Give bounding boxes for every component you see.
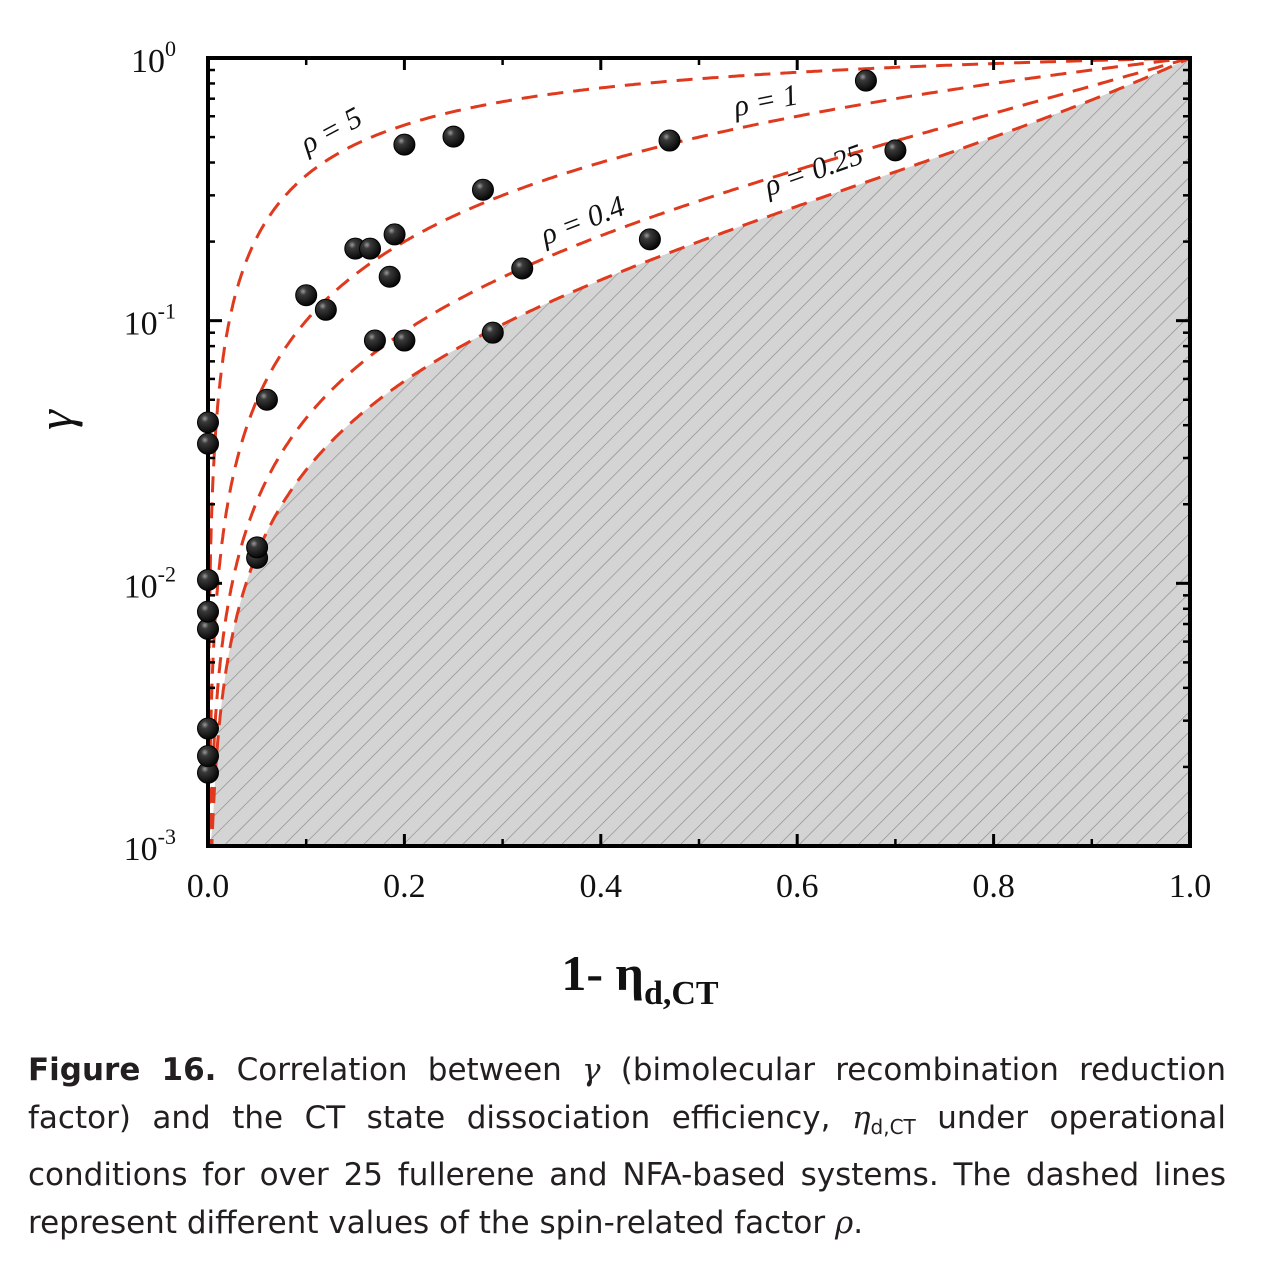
data-point: [393, 329, 416, 352]
data-points: [197, 69, 907, 784]
x-tick-label: 1.0: [1169, 868, 1212, 905]
data-point: [197, 411, 219, 434]
correlation-chart: 0.0 0.2 0.4 0.6 0.8 1.0 100 10-1 10-2 10-3 ρ = 5 ρ…: [27, 36, 1212, 1010]
caption-text-2: (bimolecular recombination reduction fac…: [28, 1052, 1226, 1136]
data-point: [295, 284, 318, 307]
x-tick-label: 0.8: [972, 868, 1015, 905]
y-tick-label: 10-2: [124, 561, 176, 605]
rho-curves: [208, 58, 1190, 846]
data-point: [393, 133, 416, 156]
data-point: [481, 321, 504, 344]
x-tick-label: 0.4: [580, 868, 623, 905]
data-point: [197, 745, 219, 768]
axis-ticks: 0.0 0.2 0.4 0.6 0.8 1.0 100 10-1 10-2 10-3: [124, 36, 1212, 905]
forbidden-region: [208, 58, 1190, 846]
x-tick-label: 0.2: [383, 868, 426, 905]
data-point: [638, 228, 661, 251]
data-point: [197, 600, 219, 623]
y-tick-label: 10-1: [124, 299, 176, 343]
figure-caption: Figure 16. Correlation between γ (bimole…: [28, 1046, 1226, 1247]
y-axis-title: γ: [27, 409, 83, 430]
data-point: [255, 388, 278, 411]
y-tick-label: 100: [131, 36, 176, 80]
caption-eta: ηd,CT: [851, 1100, 916, 1139]
curve-rho-5: [208, 58, 1190, 846]
data-point: [197, 717, 219, 740]
shaded-region: [208, 58, 1190, 846]
data-point: [197, 568, 219, 591]
caption-text-4: .: [853, 1205, 864, 1241]
curve-label: ρ = 5: [294, 101, 367, 161]
caption-eta-sub: d,CT: [870, 1115, 916, 1139]
data-point: [854, 69, 877, 92]
caption-rho: ρ: [834, 1205, 854, 1241]
figure: 0.0 0.2 0.4 0.6 0.8 1.0 100 10-1 10-2 10-3 ρ = 5 ρ…: [27, 36, 1212, 1010]
curve-rho-1: [208, 58, 1190, 846]
curve-rho-0_4: [208, 58, 1190, 846]
x-tick-label: 0.6: [776, 868, 819, 905]
data-point: [197, 432, 219, 455]
data-point: [471, 178, 494, 201]
data-point: [314, 298, 337, 321]
curve-rho-0_25: [210, 58, 1190, 846]
data-point: [884, 139, 907, 162]
y-tick-label: 10-3: [124, 824, 176, 868]
caption-text-1: Correlation between: [236, 1052, 562, 1088]
data-point: [359, 237, 382, 260]
caption-label: Figure 16.: [28, 1052, 217, 1088]
data-point: [442, 125, 465, 148]
caption-gamma: γ: [582, 1052, 601, 1088]
x-axis-title: 1- ηd,CT: [561, 945, 719, 1010]
curve-label: ρ = 1: [730, 78, 801, 123]
data-point: [363, 329, 386, 352]
data-point: [246, 536, 269, 559]
data-point: [658, 129, 681, 152]
data-point: [383, 223, 406, 246]
data-point: [378, 265, 401, 288]
data-point: [511, 257, 534, 280]
caption-text-3: under operational conditions for over 25…: [28, 1100, 1226, 1241]
x-tick-label: 0.0: [187, 868, 230, 905]
